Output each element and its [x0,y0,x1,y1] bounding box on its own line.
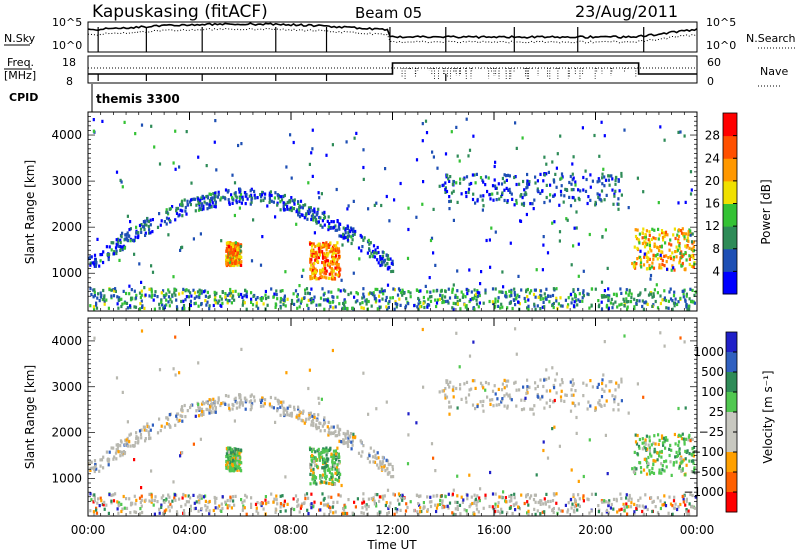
y-tick-label: 1000 [51,471,82,485]
velocity-colorbar-tick: 100 [701,385,724,399]
x-tick-label: 00:00 [71,523,106,537]
cpid-label: CPID [9,91,38,104]
power-colorbar-segment [723,158,737,182]
power-colorbar-label: Power [dB] [759,179,773,244]
velocity-colorbar-segment [726,332,737,353]
power-colorbar-segment [723,203,737,227]
power-colorbar-segment [723,113,737,137]
velocity-colorbar: 1000 500 100 25 −25 −100 −500 −1000 [683,331,738,513]
power-y-label: Slant Range [km] [23,160,37,264]
freq-unit-label: [MHz] [4,69,36,82]
freq-label: Freq. [7,56,34,69]
nsearch-tick-high: 10^5 [706,16,736,29]
power-colorbar-tick: 28 [705,129,720,143]
nsky-tick-low: 10^0 [52,39,82,52]
x-tick-label: 20:00 [578,523,613,537]
power-colorbar-tick: 24 [705,151,720,165]
velocity-y-axis: 1000 2000 3000 4000 [51,317,697,502]
velocity-colorbar-segment [726,432,737,453]
nsky-label: N.Sky [4,32,36,45]
velocity-colorbar-tick: 25 [709,405,724,419]
nave-label: Nave [760,65,788,78]
nsearch-trace [87,27,698,44]
nsky-tick-high: 10^5 [52,16,82,29]
nsky-trace [87,22,698,39]
date-title: 23/Aug/2011 [575,2,678,21]
y-tick-label: 4000 [51,128,82,142]
velocity-colorbar-label: Velocity [m s⁻¹] [761,370,775,463]
power-colorbar-tick: 16 [705,197,720,211]
velocity-y-label: Slant Range [km] [23,365,37,469]
power-colorbar-tick: 20 [705,174,720,188]
nave-tick-high: 60 [707,56,721,69]
velocity-panel: 1000 2000 3000 4000 Slant Range [km] 1000 50… [23,317,775,517]
x-tick-label: 04:00 [172,523,207,537]
velocity-colorbar-segment [726,452,737,473]
velocity-colorbar-segment [726,412,737,433]
power-colorbar-segment [723,271,737,295]
cpid-value: themis 3300 [96,92,180,106]
velocity-data [88,327,697,516]
nsky-spikes [97,27,645,52]
power-data [88,117,697,311]
velocity-colorbar-tick: −500 [691,465,724,479]
freq-trace [88,62,697,75]
x-tick-label: 00:00 [680,523,715,537]
velocity-colorbar-segment [726,392,737,413]
nave-tick-low: 0 [707,75,714,88]
y-tick-label: 2000 [51,220,82,234]
freq-panel: Freq. [MHz] 18 8 60 0 Nave [4,55,788,88]
beam-title: Beam 05 [355,4,422,22]
power-panel: 1000 2000 3000 4000 Slant Range [km] 4 8 12 16… [23,111,773,312]
nsky-panel: N.Sky 10^5 10^0 10^5 10^0 N.Search [4,16,796,53]
velocity-colorbar-tick: −25 [699,425,724,439]
x-tick-label: 08:00 [274,523,309,537]
power-colorbar-tick: 4 [712,264,720,278]
power-colorbar: 4 8 12 16 20 24 28 [705,112,738,295]
x-tick-label: 16:00 [477,523,512,537]
freq-tick-high: 18 [62,56,76,69]
velocity-colorbar-segment [726,372,737,393]
station-title: Kapuskasing (fitACF) [92,2,268,22]
nsearch-tick-low: 10^0 [706,39,736,52]
velocity-colorbar-tick: 500 [701,365,724,379]
power-colorbar-segment [723,180,737,204]
power-y-axis: 1000 2000 3000 4000 [51,111,697,297]
power-colorbar-segment [723,226,737,250]
y-tick-label: 3000 [51,380,82,394]
nsearch-label: N.Search [746,32,796,45]
velocity-colorbar-segment [726,352,737,373]
nave-dots [97,68,637,81]
power-colorbar-segment [723,248,737,272]
y-tick-label: 1000 [51,266,82,280]
y-tick-label: 2000 [51,426,82,440]
velocity-colorbar-tick: 1000 [693,345,724,359]
x-tick-label: 12:00 [375,523,410,537]
y-tick-label: 3000 [51,174,82,188]
velocity-colorbar-tick: −100 [691,445,724,459]
x-axis-label: Time UT [366,538,417,552]
y-tick-label: 4000 [51,334,82,348]
time-x-axis: 00:00 04:00 08:00 12:00 16:00 20:00 00:00 [71,112,715,537]
power-colorbar-tick: 8 [712,242,720,256]
velocity-colorbar-segment [726,472,737,493]
power-colorbar-tick: 12 [705,219,720,233]
freq-tick-low: 8 [66,75,73,88]
power-colorbar-segment [723,135,737,159]
velocity-colorbar-tick: −1000 [683,485,724,499]
velocity-colorbar-segment [726,492,737,513]
